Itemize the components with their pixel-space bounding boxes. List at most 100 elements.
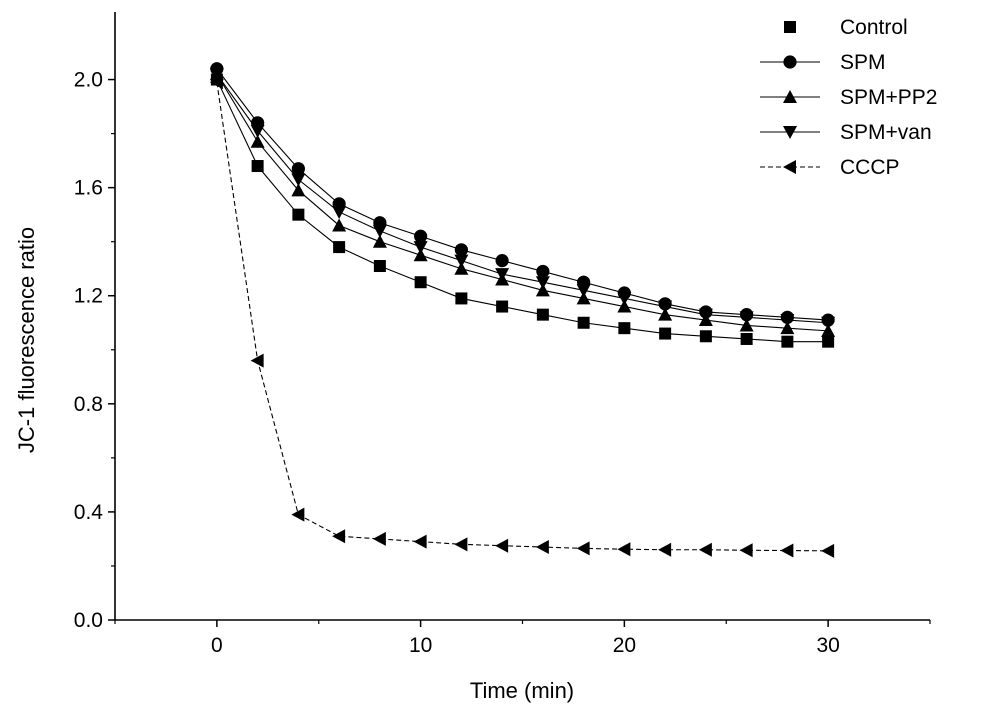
data-point — [454, 254, 469, 268]
data-point — [699, 330, 712, 343]
legend-marker — [784, 21, 796, 33]
data-point — [414, 229, 428, 243]
legend-item: SPM+PP2 — [760, 86, 937, 109]
data-point — [740, 332, 753, 345]
y-ticks: 0.0 0.4 0.8 1.2 1.6 2.0 — [74, 69, 115, 632]
data-point — [618, 322, 631, 335]
y-tick-label: 0.0 — [74, 609, 103, 632]
legend-item: CCCP — [760, 156, 900, 179]
x-tick-label: 0 — [211, 634, 223, 657]
legend-item: SPM+van — [760, 121, 932, 144]
legend-label: SPM — [840, 51, 886, 74]
data-point — [413, 241, 428, 255]
data-point — [209, 75, 223, 90]
data-point — [333, 241, 346, 254]
data-point — [372, 224, 387, 238]
data-point — [536, 264, 550, 279]
y-tick-label: 1.6 — [74, 177, 103, 200]
data-point — [251, 160, 264, 173]
plot-area: 0.0 0.4 0.8 1.2 1.6 2.0 0 10 20 30 Control SPM SPM… — [74, 12, 937, 657]
legend-label: Control — [840, 16, 908, 39]
legend-marker — [783, 126, 797, 139]
y-tick-label: 2.0 — [74, 69, 103, 92]
legend-item: SPM — [760, 51, 886, 74]
data-point — [535, 276, 550, 290]
data-point — [372, 531, 386, 546]
data-point — [739, 311, 754, 325]
data-point — [780, 321, 795, 335]
data-point — [617, 542, 631, 557]
data-point — [659, 327, 672, 340]
legend-item: Control — [784, 16, 908, 39]
data-point — [373, 260, 386, 273]
data-point — [291, 173, 306, 187]
data-point — [617, 299, 632, 313]
data-point — [495, 268, 510, 282]
series-group — [209, 62, 836, 558]
data-point — [250, 134, 265, 148]
data-point — [250, 124, 265, 138]
series-line — [216, 68, 829, 321]
data-point — [413, 534, 427, 549]
series-spm-van — [209, 68, 836, 330]
data-point — [698, 542, 712, 557]
series-spm-pp2 — [209, 67, 836, 337]
y-tick-label: 0.4 — [74, 501, 104, 524]
series-line — [216, 73, 829, 324]
data-point — [780, 543, 794, 558]
data-point — [658, 307, 673, 321]
data-point — [454, 243, 468, 257]
legend-label: CCCP — [840, 156, 900, 179]
data-point — [821, 316, 836, 330]
data-point — [291, 162, 305, 176]
data-point — [658, 542, 672, 557]
data-point — [332, 205, 347, 219]
data-point — [372, 234, 387, 248]
data-point — [209, 68, 224, 82]
data-point — [250, 353, 264, 368]
y-tick-label: 0.8 — [74, 393, 103, 416]
y-tick-label: 1.2 — [74, 285, 103, 308]
data-point — [414, 276, 427, 289]
legend-marker — [783, 55, 797, 69]
data-point — [455, 292, 468, 305]
legend: Control SPM SPM+PP2 SPM+van CCCP — [760, 16, 937, 179]
series-line — [216, 79, 829, 343]
data-point — [739, 318, 754, 332]
data-point — [780, 314, 795, 328]
data-point — [536, 308, 549, 321]
series-line — [216, 82, 829, 552]
data-point — [658, 300, 673, 314]
data-point — [577, 316, 590, 329]
x-axis-title: Time (min) — [470, 678, 574, 703]
data-point — [292, 208, 305, 221]
series-cccp — [209, 75, 835, 558]
data-point — [454, 261, 469, 275]
data-point — [454, 537, 468, 552]
y-axis-title: JC-1 fluorescence ratio — [14, 227, 39, 453]
x-tick-label: 20 — [613, 634, 636, 657]
legend-marker — [783, 90, 797, 103]
legend-label: SPM+PP2 — [840, 86, 937, 109]
data-point — [822, 335, 835, 348]
data-point — [332, 218, 347, 232]
data-point — [617, 292, 632, 306]
x-ticks: 0 10 20 30 — [114, 620, 931, 657]
data-point — [698, 308, 713, 322]
x-tick-label: 30 — [816, 634, 839, 657]
data-point — [495, 538, 509, 553]
legend-label: SPM+van — [840, 121, 932, 144]
data-point — [535, 540, 549, 555]
data-point — [291, 507, 305, 522]
data-point — [739, 543, 753, 558]
data-point — [821, 323, 836, 337]
data-point — [332, 529, 346, 544]
data-point — [576, 541, 590, 556]
x-tick-label: 10 — [409, 634, 432, 657]
data-point — [291, 183, 306, 197]
data-point — [821, 543, 835, 558]
data-point — [535, 283, 550, 297]
data-point — [781, 335, 794, 348]
series-line — [216, 73, 829, 332]
